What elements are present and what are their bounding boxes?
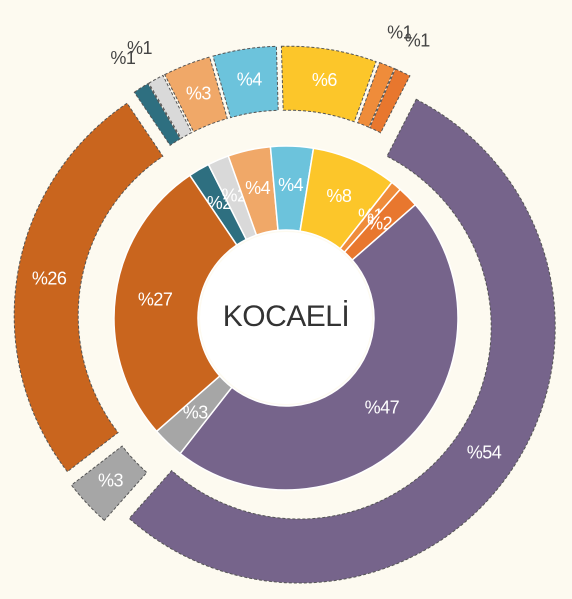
value-label: %1	[127, 38, 153, 58]
center-hole	[200, 232, 372, 404]
value-label: %3	[98, 470, 124, 490]
value-label: %27	[138, 290, 173, 310]
value-label: %4	[278, 175, 304, 195]
value-label: %3	[186, 83, 212, 103]
value-label: %47	[365, 397, 400, 417]
slice	[113, 174, 238, 433]
value-label: %2	[367, 214, 393, 234]
slice	[13, 102, 164, 473]
slice	[356, 61, 396, 128]
slice	[70, 445, 148, 522]
value-label: %4	[245, 178, 271, 198]
value-label: %4	[237, 70, 263, 90]
value-label: %3	[183, 403, 209, 423]
slice	[179, 203, 459, 491]
center-title: KOCAELİ	[223, 300, 350, 333]
value-label: %54	[467, 442, 502, 462]
slice	[212, 45, 279, 119]
value-label: %6	[312, 70, 338, 90]
value-label: %1	[405, 30, 431, 50]
slice	[280, 45, 377, 123]
slice	[128, 98, 556, 584]
slice	[369, 68, 411, 134]
slice	[133, 82, 181, 146]
value-label: %26	[32, 268, 67, 288]
value-label: %1	[110, 48, 136, 68]
slice	[164, 56, 228, 133]
slice	[148, 74, 193, 140]
value-label: %1	[387, 23, 413, 43]
value-label: %8	[326, 186, 352, 206]
